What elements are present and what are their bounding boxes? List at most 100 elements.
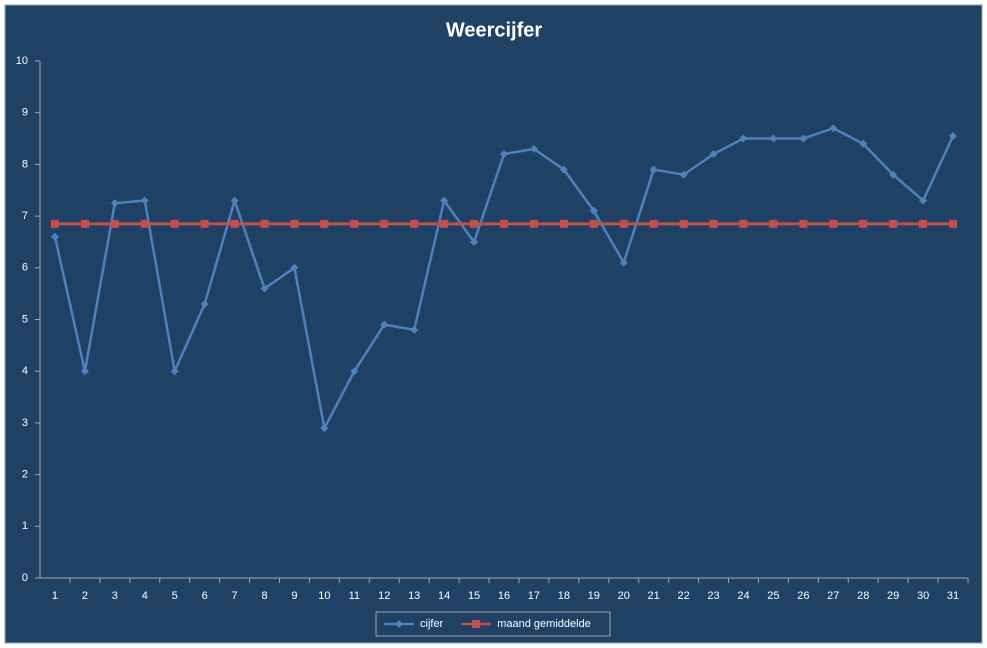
marker [739, 219, 748, 228]
legend-label: maand gemiddelde [497, 618, 591, 630]
marker [200, 219, 209, 228]
y-tick-label: 8 [22, 158, 28, 170]
x-tick-label: 13 [408, 590, 420, 602]
x-tick-label: 27 [827, 590, 839, 602]
marker [649, 219, 658, 228]
marker [410, 219, 419, 228]
marker [290, 219, 299, 228]
x-tick-label: 18 [558, 590, 570, 602]
marker [829, 219, 838, 228]
x-tick-label: 15 [468, 590, 480, 602]
marker [619, 219, 628, 228]
legend [375, 611, 611, 637]
marker [859, 139, 868, 148]
x-tick-label: 22 [677, 590, 689, 602]
marker [679, 170, 688, 179]
marker [50, 219, 59, 228]
chart-background [4, 4, 983, 644]
marker [649, 165, 658, 174]
x-tick-label: 20 [618, 590, 630, 602]
x-tick-label: 12 [378, 590, 390, 602]
marker [799, 134, 808, 143]
x-tick-label: 4 [142, 590, 148, 602]
x-tick-label: 21 [648, 590, 660, 602]
marker [949, 219, 958, 228]
marker [799, 219, 808, 228]
x-tick-label: 30 [917, 590, 929, 602]
marker [230, 219, 239, 228]
x-tick-label: 8 [261, 590, 267, 602]
marker [170, 367, 179, 376]
marker [889, 219, 898, 228]
y-tick-label: 10 [16, 55, 28, 67]
marker [529, 144, 538, 153]
y-tick-label: 2 [22, 469, 28, 481]
marker [559, 219, 568, 228]
x-tick-label: 14 [438, 590, 450, 602]
marker [440, 219, 449, 228]
marker [739, 134, 748, 143]
x-tick-label: 26 [797, 590, 809, 602]
x-tick-label: 2 [82, 590, 88, 602]
marker [230, 196, 239, 205]
marker [559, 165, 568, 174]
marker [709, 219, 718, 228]
marker [320, 424, 329, 433]
marker [380, 219, 389, 228]
marker [889, 170, 898, 179]
y-tick-label: 3 [22, 417, 28, 429]
x-tick-label: 11 [349, 590, 360, 602]
marker [470, 219, 479, 228]
legend-marker [472, 620, 481, 628]
chart-title: Weercijfer [446, 19, 543, 41]
marker [769, 219, 778, 228]
x-tick-label: 29 [887, 590, 899, 602]
marker [919, 196, 928, 205]
marker [589, 219, 598, 228]
marker [619, 258, 628, 267]
marker [919, 219, 928, 228]
marker [500, 219, 508, 228]
marker [260, 219, 269, 228]
legend-label: cijfer [420, 618, 444, 630]
x-tick-label: 25 [767, 590, 779, 602]
x-tick-label: 19 [588, 590, 600, 602]
x-tick-label: 5 [172, 590, 178, 602]
marker [350, 219, 359, 228]
y-tick-label: 5 [22, 313, 28, 325]
marker [769, 134, 778, 143]
marker [470, 237, 479, 246]
marker [140, 196, 149, 205]
legend-marker [395, 620, 403, 628]
marker [320, 219, 329, 228]
marker [500, 150, 508, 159]
x-tick-label: 7 [232, 590, 238, 602]
marker [589, 206, 598, 215]
x-tick-label: 17 [528, 590, 540, 602]
marker [709, 150, 718, 159]
marker [410, 325, 419, 334]
marker [110, 219, 119, 228]
marker [80, 367, 89, 376]
y-tick-label: 6 [22, 262, 28, 274]
marker [380, 320, 389, 329]
y-tick-label: 7 [22, 210, 28, 222]
x-tick-label: 28 [857, 590, 869, 602]
marker [679, 219, 688, 228]
y-tick-label: 0 [22, 572, 28, 584]
x-tick-label: 16 [498, 590, 510, 602]
x-tick-label: 1 [52, 590, 58, 602]
marker [859, 219, 868, 228]
marker [529, 219, 538, 228]
marker [260, 284, 269, 293]
marker [80, 219, 89, 228]
marker [350, 367, 359, 376]
marker [170, 219, 179, 228]
x-tick-label: 9 [291, 590, 297, 602]
x-tick-label: 31 [947, 590, 959, 602]
y-tick-label: 9 [22, 107, 28, 119]
x-tick-label: 10 [318, 590, 330, 602]
marker [829, 124, 838, 133]
y-tick-label: 1 [22, 520, 28, 532]
